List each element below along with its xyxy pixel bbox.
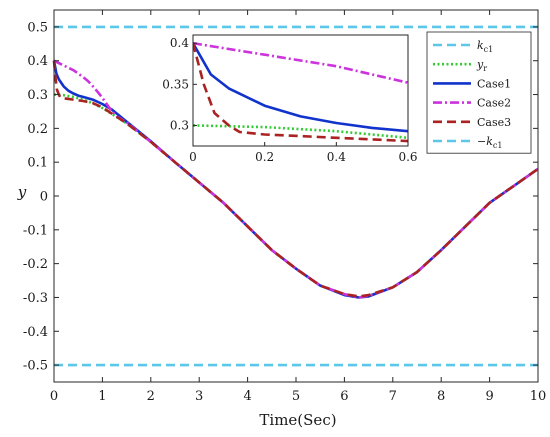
y-axis-title: y xyxy=(17,183,27,201)
main-y-ticks: 0.5 0.4 0.3 0.2 0.1 0 -0.1 -0.2 -0.3 -0.4 -0.5 xyxy=(23,20,538,374)
inset-y-tick-label: 0.4 xyxy=(170,36,189,50)
legend-item-k-c1: kc1 xyxy=(433,39,493,54)
main-plot-area: 0 1 2 3 4 5 6 7 8 9 10 0.5 0.4 0.3 0.2 0.1 0 -0.1 -0.2 -0.… xyxy=(23,9,546,404)
x-axis-title: Time(Sec) xyxy=(259,411,336,429)
y-tick-label: -0.2 xyxy=(23,257,48,272)
inset-y-tick-label: 0.35 xyxy=(162,77,189,91)
y-tick-label: -0.5 xyxy=(23,359,48,374)
y-tick-label: 0.5 xyxy=(27,20,48,35)
y-tick-label: 0.3 xyxy=(27,88,48,103)
legend-items: kc1 yr Case1 Case2 Case3 −kc1 xyxy=(433,39,511,150)
x-tick-label: 1 xyxy=(98,389,106,404)
inset-x-tick-label: 0.4 xyxy=(327,150,346,164)
legend-label: yr xyxy=(476,58,487,73)
inset-x-tick-label: 0 xyxy=(189,150,197,164)
y-tick-label: 0.1 xyxy=(27,156,48,171)
y-tick-label: -0.3 xyxy=(23,291,48,306)
x-tick-label: 2 xyxy=(147,389,155,404)
legend-item-case2: Case2 xyxy=(433,97,511,110)
x-tick-label: 10 xyxy=(530,389,547,404)
inset-x-tick-label: 0.6 xyxy=(398,150,417,164)
legend-item-k-c1: −kc1 xyxy=(433,135,502,150)
inset-zoom-plot: 0 0.2 0.4 0.6 0.4 0.35 0.3 xyxy=(162,34,418,164)
inset-x-tick-label: 0.2 xyxy=(255,150,274,164)
inset-series-line-case1 xyxy=(193,42,408,133)
inset-y-ticks: 0.4 0.35 0.3 xyxy=(162,36,197,132)
x-tick-label: 3 xyxy=(195,389,203,404)
inset-x-ticks: 0 0.2 0.4 0.6 xyxy=(189,142,418,164)
y-tick-label: -0.4 xyxy=(23,325,48,340)
x-tick-label: 5 xyxy=(292,389,300,404)
legend-label: −kc1 xyxy=(477,135,502,150)
inset-series-lines xyxy=(193,41,408,143)
legend-label: kc1 xyxy=(477,39,493,54)
x-tick-label: 6 xyxy=(340,389,348,404)
legend-label: Case1 xyxy=(477,77,511,90)
x-tick-label: 8 xyxy=(437,389,445,404)
x-tick-label: 4 xyxy=(243,389,251,404)
legend-label: Case3 xyxy=(477,116,511,129)
y-tick-label: 0 xyxy=(40,190,48,205)
main-x-ticks: 0 1 2 3 4 5 6 7 8 9 10 xyxy=(50,10,546,404)
series-line-case3 xyxy=(52,60,539,298)
y-tick-label: -0.1 xyxy=(23,223,48,238)
legend-item-y-r: yr xyxy=(433,58,487,73)
inset-series-line-case3 xyxy=(193,42,408,143)
x-tick-label: 0 xyxy=(50,389,58,404)
inset-frame xyxy=(192,34,409,147)
main-series-lines xyxy=(52,25,539,367)
legend: kc1 yr Case1 Case2 Case3 −kc1 xyxy=(426,31,532,154)
legend-item-case3: Case3 xyxy=(433,116,511,129)
y-tick-label: 0.4 xyxy=(27,54,48,69)
y-tick-label: 0.2 xyxy=(27,122,48,137)
x-tick-label: 9 xyxy=(485,389,493,404)
x-tick-label: 7 xyxy=(389,389,397,404)
legend-box xyxy=(426,31,532,154)
inset-y-tick-label: 0.3 xyxy=(170,118,189,132)
legend-item-case1: Case1 xyxy=(433,77,511,90)
legend-label: Case2 xyxy=(477,97,511,110)
